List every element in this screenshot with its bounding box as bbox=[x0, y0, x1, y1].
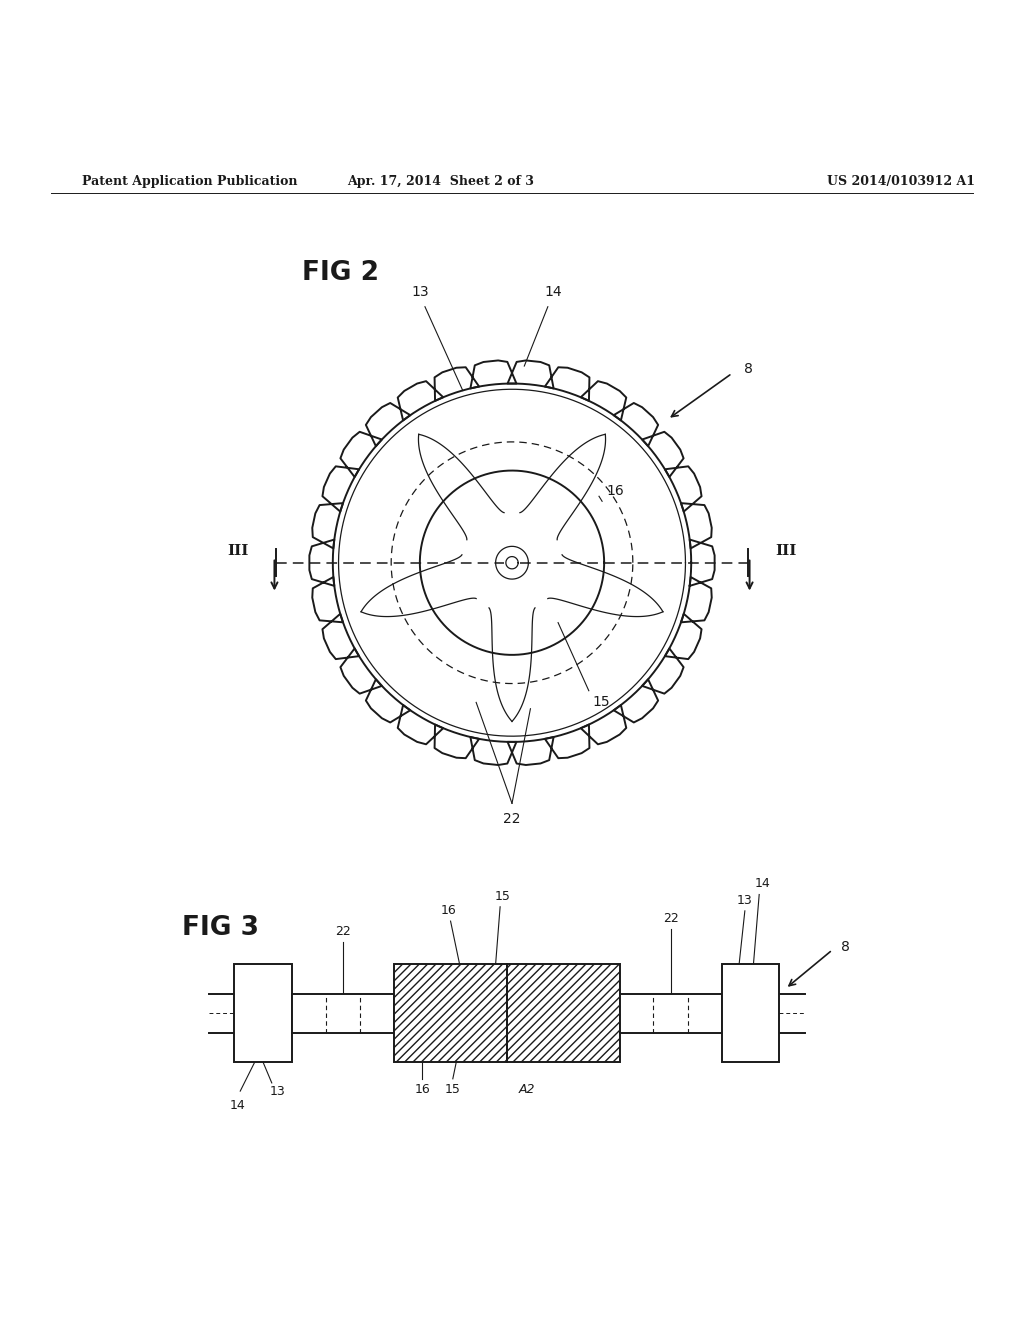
Bar bbox=[292, 994, 394, 1032]
Text: 8: 8 bbox=[744, 362, 754, 376]
Text: A2: A2 bbox=[519, 1082, 536, 1096]
Text: 14: 14 bbox=[544, 285, 562, 298]
Bar bbox=[234, 964, 292, 1063]
Text: 16: 16 bbox=[440, 904, 456, 917]
Text: 13: 13 bbox=[269, 1085, 286, 1098]
Bar bbox=[722, 964, 779, 1063]
Text: 22: 22 bbox=[503, 812, 521, 825]
Text: III: III bbox=[776, 544, 797, 557]
Bar bbox=[507, 964, 620, 1063]
Text: Apr. 17, 2014  Sheet 2 of 3: Apr. 17, 2014 Sheet 2 of 3 bbox=[347, 176, 534, 189]
Bar bbox=[620, 994, 722, 1032]
Text: 16: 16 bbox=[606, 484, 624, 498]
Text: 15: 15 bbox=[444, 1082, 461, 1096]
Text: 13: 13 bbox=[737, 894, 753, 907]
Text: FIG 2: FIG 2 bbox=[302, 260, 379, 286]
Text: 15: 15 bbox=[495, 890, 510, 903]
Text: III: III bbox=[227, 544, 248, 557]
Text: 8: 8 bbox=[841, 940, 850, 954]
Bar bbox=[394, 964, 507, 1063]
Text: 22: 22 bbox=[335, 924, 351, 937]
Text: Patent Application Publication: Patent Application Publication bbox=[82, 176, 297, 189]
Text: US 2014/0103912 A1: US 2014/0103912 A1 bbox=[827, 176, 975, 189]
Text: 22: 22 bbox=[663, 912, 679, 925]
Text: 13: 13 bbox=[411, 285, 429, 298]
Text: 14: 14 bbox=[229, 1100, 245, 1113]
Text: 14: 14 bbox=[755, 878, 770, 891]
Text: FIG 3: FIG 3 bbox=[182, 915, 259, 941]
Text: 15: 15 bbox=[593, 694, 610, 709]
Text: 16: 16 bbox=[415, 1082, 430, 1096]
